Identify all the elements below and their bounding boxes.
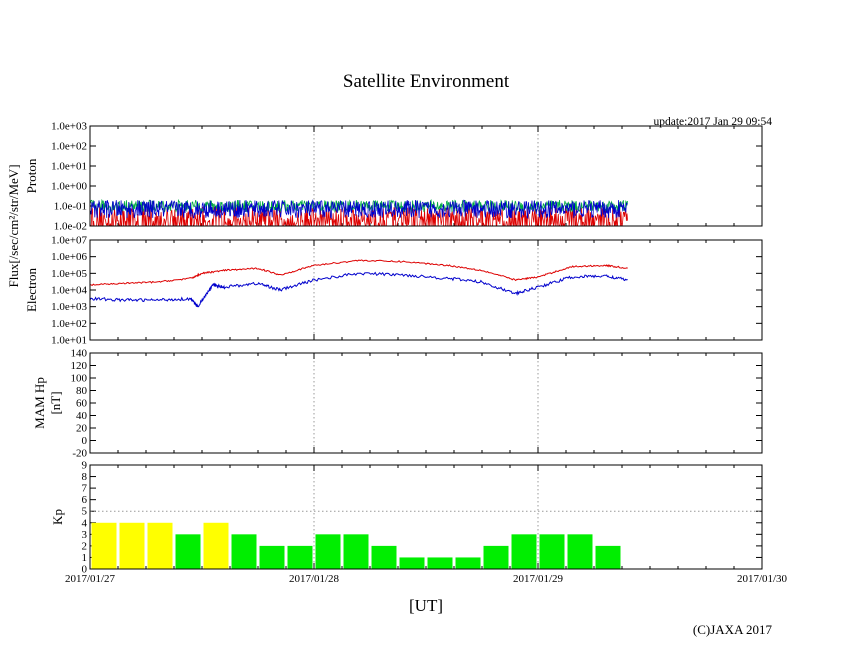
- panel-frame-proton: [89, 125, 763, 227]
- panel-frame-electron: [89, 239, 763, 341]
- y-tick-label: 1: [82, 552, 88, 564]
- y-tick-label: 8: [82, 471, 88, 483]
- electron-series-red: [90, 259, 628, 286]
- kp-bar: [539, 534, 565, 569]
- y-tick-label: 1.0e+01: [51, 335, 87, 347]
- y-tick-label: 1.0e+06: [51, 251, 87, 263]
- y-tick-label: 40: [76, 410, 88, 422]
- y-tick-label: -20: [72, 448, 87, 460]
- y-tick-label: 100: [71, 373, 88, 385]
- update-timestamp: update:2017 Jan 29 09:54: [654, 116, 773, 128]
- panel-frame-kp: [89, 464, 763, 570]
- x-tick-label: 2017/01/30: [737, 573, 788, 585]
- kp-bar: [287, 545, 313, 569]
- kp-bar: [371, 545, 397, 569]
- y-tick-label: 1.0e+04: [51, 285, 87, 297]
- panel-plot-electron: [90, 259, 628, 308]
- kp-bar: [119, 522, 145, 569]
- kp-bar: [259, 545, 285, 569]
- kp-bar: [203, 522, 229, 569]
- x-tick-label: 2017/01/29: [513, 573, 564, 585]
- flux-axis-label: Flux[/sec/cm²/str/MeV]: [6, 164, 21, 287]
- kp-bar: [343, 534, 369, 569]
- x-tick-label: 2017/01/27: [65, 573, 116, 585]
- chart-panels: 1.0e+03 1.0e+02 1.0e+01 1.0e+00 1.0e-01 1.0e-…: [24, 121, 788, 586]
- chart-title: Satellite Environment: [343, 71, 510, 92]
- y-tick-label: 1.0e+02: [51, 141, 87, 153]
- electron-axis-label: Electron: [24, 267, 39, 312]
- y-tick-label: 4: [82, 517, 88, 529]
- y-tick-label: 1.0e+03: [51, 121, 87, 133]
- y-tick-label: 120: [71, 360, 88, 372]
- kp-bar: [399, 557, 425, 569]
- kp-bar: [175, 534, 201, 569]
- x-tick-label: 2017/01/28: [289, 573, 340, 585]
- kp-bar: [511, 534, 537, 569]
- kp-bar: [483, 545, 509, 569]
- y-tick-label: 1.0e-02: [54, 221, 87, 233]
- y-tick-label: 0: [82, 564, 88, 576]
- mam-axis-label: MAM Hp: [32, 377, 47, 429]
- kp-bar: [427, 557, 453, 569]
- kp-bar: [567, 534, 593, 569]
- y-tick-label: 1.0e+05: [51, 268, 87, 280]
- electron-series-blue: [90, 271, 628, 308]
- y-tick-label: 7: [82, 483, 88, 495]
- proton-series-red: [90, 205, 628, 226]
- y-tick-label: 6: [82, 494, 88, 506]
- kp-bar: [315, 534, 341, 569]
- y-tick-label: 1.0e+03: [51, 301, 87, 313]
- y-tick-label: 80: [76, 385, 88, 397]
- y-tick-label: 2: [82, 540, 88, 552]
- kp-bar: [147, 522, 173, 569]
- proton-series-blue: [90, 199, 628, 220]
- mam-axis-unit: [nT]: [48, 391, 63, 414]
- y-tick-label: 1.0e+02: [51, 318, 87, 330]
- kp-axis-label: Kp: [50, 509, 65, 525]
- x-axis-label: [UT]: [409, 596, 443, 615]
- y-tick-label: 3: [82, 529, 88, 541]
- y-tick-label: 1.0e+01: [51, 161, 87, 173]
- y-tick-label: 0: [82, 435, 88, 447]
- y-tick-label: 1.0e-01: [54, 201, 87, 213]
- panel-plot-proton: [90, 198, 628, 226]
- proton-axis-label: Proton: [24, 158, 39, 193]
- y-tick-label: 20: [76, 423, 88, 435]
- panel-plot-kp: [91, 522, 621, 569]
- y-tick-label: 5: [82, 506, 88, 518]
- y-tick-label: 140: [71, 348, 88, 360]
- kp-bar: [595, 545, 621, 569]
- y-tick-label: 9: [82, 460, 88, 472]
- kp-bar: [455, 557, 481, 569]
- y-tick-label: 60: [76, 398, 88, 410]
- y-tick-label: 1.0e+07: [51, 235, 87, 247]
- kp-bar: [231, 534, 257, 569]
- y-tick-label: 1.0e+00: [51, 181, 87, 193]
- panel-frame-mam: [89, 352, 763, 454]
- copyright-text: (C)JAXA 2017: [693, 622, 773, 637]
- kp-bar: [91, 522, 117, 569]
